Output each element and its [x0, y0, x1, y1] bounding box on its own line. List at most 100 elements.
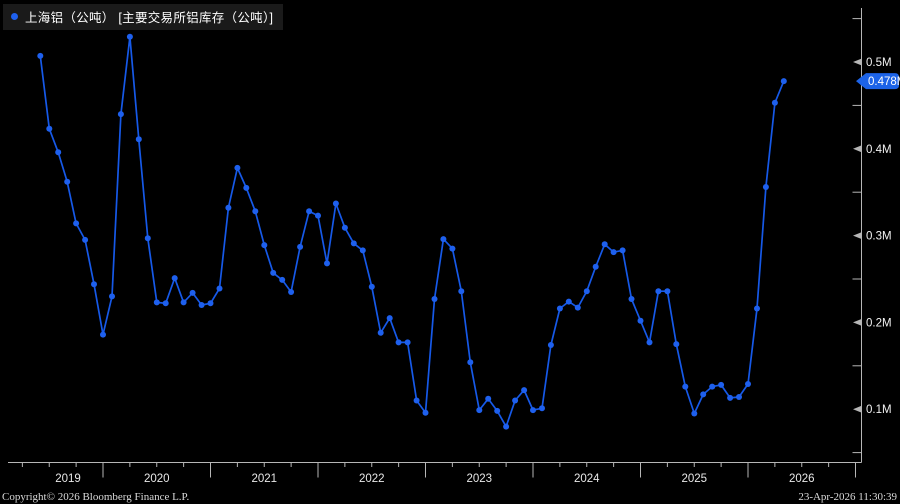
data-point: [341, 224, 348, 231]
data-point: [153, 299, 160, 306]
data-point: [628, 296, 635, 302]
y-axis-major-tick: [853, 405, 862, 413]
data-point: [82, 236, 89, 243]
data-point: [655, 288, 662, 295]
data-point: [162, 300, 169, 307]
data-point: [673, 341, 680, 348]
data-point: [780, 78, 787, 85]
data-point: [225, 204, 232, 211]
data-point: [279, 276, 286, 283]
timestamp-text: 23-Apr-2026 11:30:39: [798, 491, 897, 503]
data-point: [503, 423, 510, 430]
data-point: [395, 339, 402, 346]
data-point: [144, 235, 151, 242]
data-point: [691, 410, 698, 417]
data-point: [664, 288, 671, 295]
data-point: [207, 300, 214, 307]
data-point: [601, 241, 608, 248]
data-point: [547, 342, 554, 348]
data-point: [117, 111, 124, 118]
data-point: [270, 269, 277, 276]
x-axis-year-label: 2022: [359, 473, 385, 485]
data-point: [55, 149, 62, 156]
data-point: [565, 298, 572, 305]
y-axis-label: 0.5M: [866, 57, 892, 69]
data-point: [539, 405, 545, 412]
y-axis-major-tick: [853, 145, 862, 153]
data-point: [476, 407, 483, 414]
data-point: [718, 381, 725, 388]
data-point: [252, 208, 259, 215]
data-point: [494, 407, 501, 414]
data-point: [736, 394, 742, 400]
data-point: [315, 212, 321, 219]
data-point: [610, 249, 617, 256]
data-point: [64, 178, 71, 185]
legend-item-shanghai-aluminum[interactable]: 上海铝（公吨） [主要交易所铝库存（公吨）]: [3, 4, 284, 30]
data-point: [100, 331, 106, 338]
x-axis-year-label: 2026: [789, 473, 815, 485]
data-point: [46, 125, 53, 132]
y-axis-major-tick: [853, 232, 862, 239]
data-point: [359, 247, 366, 254]
data-point: [440, 236, 447, 243]
data-point: [306, 208, 313, 215]
x-axis-year-label: 2020: [144, 473, 170, 485]
x-axis-year-label: 2019: [55, 473, 81, 485]
data-point: [324, 260, 330, 267]
data-point: [700, 391, 707, 398]
data-point: [350, 240, 357, 247]
data-point: [727, 394, 734, 401]
data-point: [332, 200, 339, 207]
data-point: [422, 409, 429, 416]
x-axis-year-label: 2024: [574, 473, 600, 485]
data-point: [762, 184, 769, 190]
data-point: [368, 283, 375, 290]
data-point: [189, 289, 196, 296]
data-point: [135, 136, 142, 143]
data-point: [449, 245, 456, 252]
y-axis-label: 0.4M: [866, 144, 892, 156]
y-axis-major-tick: [853, 319, 862, 326]
data-point: [530, 407, 536, 414]
data-point: [386, 315, 393, 322]
data-point: [709, 383, 716, 390]
x-axis-year-label: 2025: [681, 473, 707, 485]
data-point: [467, 359, 474, 366]
data-point: [512, 397, 519, 404]
data-point: [646, 339, 653, 346]
data-point: [180, 299, 187, 306]
data-point: [619, 247, 626, 254]
data-point: [592, 263, 599, 270]
data-point: [288, 289, 295, 295]
data-point: [458, 288, 465, 295]
data-point: [297, 243, 304, 250]
data-point: [431, 296, 438, 302]
copyright-text: Copyright© 2026 Bloomberg Finance L.P.: [2, 491, 190, 503]
data-point: [637, 317, 644, 324]
data-point: [682, 383, 689, 390]
data-point: [198, 302, 205, 308]
data-point: [126, 33, 133, 40]
data-point: [771, 99, 778, 106]
data-point: [377, 329, 384, 336]
data-point: [556, 305, 563, 312]
data-point: [73, 220, 80, 227]
data-point: [171, 275, 178, 282]
data-point: [754, 305, 760, 312]
data-point: [485, 395, 492, 402]
data-point: [413, 397, 420, 404]
data-point: [91, 281, 97, 288]
data-point: [37, 52, 44, 59]
data-point: [261, 242, 268, 249]
y-axis-label: 0.3M: [866, 231, 892, 243]
data-point: [234, 164, 241, 171]
legend-label: 上海铝（公吨） [主要交易所铝库存（公吨）]: [25, 11, 274, 25]
data-point: [745, 381, 751, 387]
last-value-badge: [856, 73, 899, 90]
data-point: [109, 293, 115, 300]
data-point: [216, 285, 223, 292]
series-line: [39, 35, 785, 428]
